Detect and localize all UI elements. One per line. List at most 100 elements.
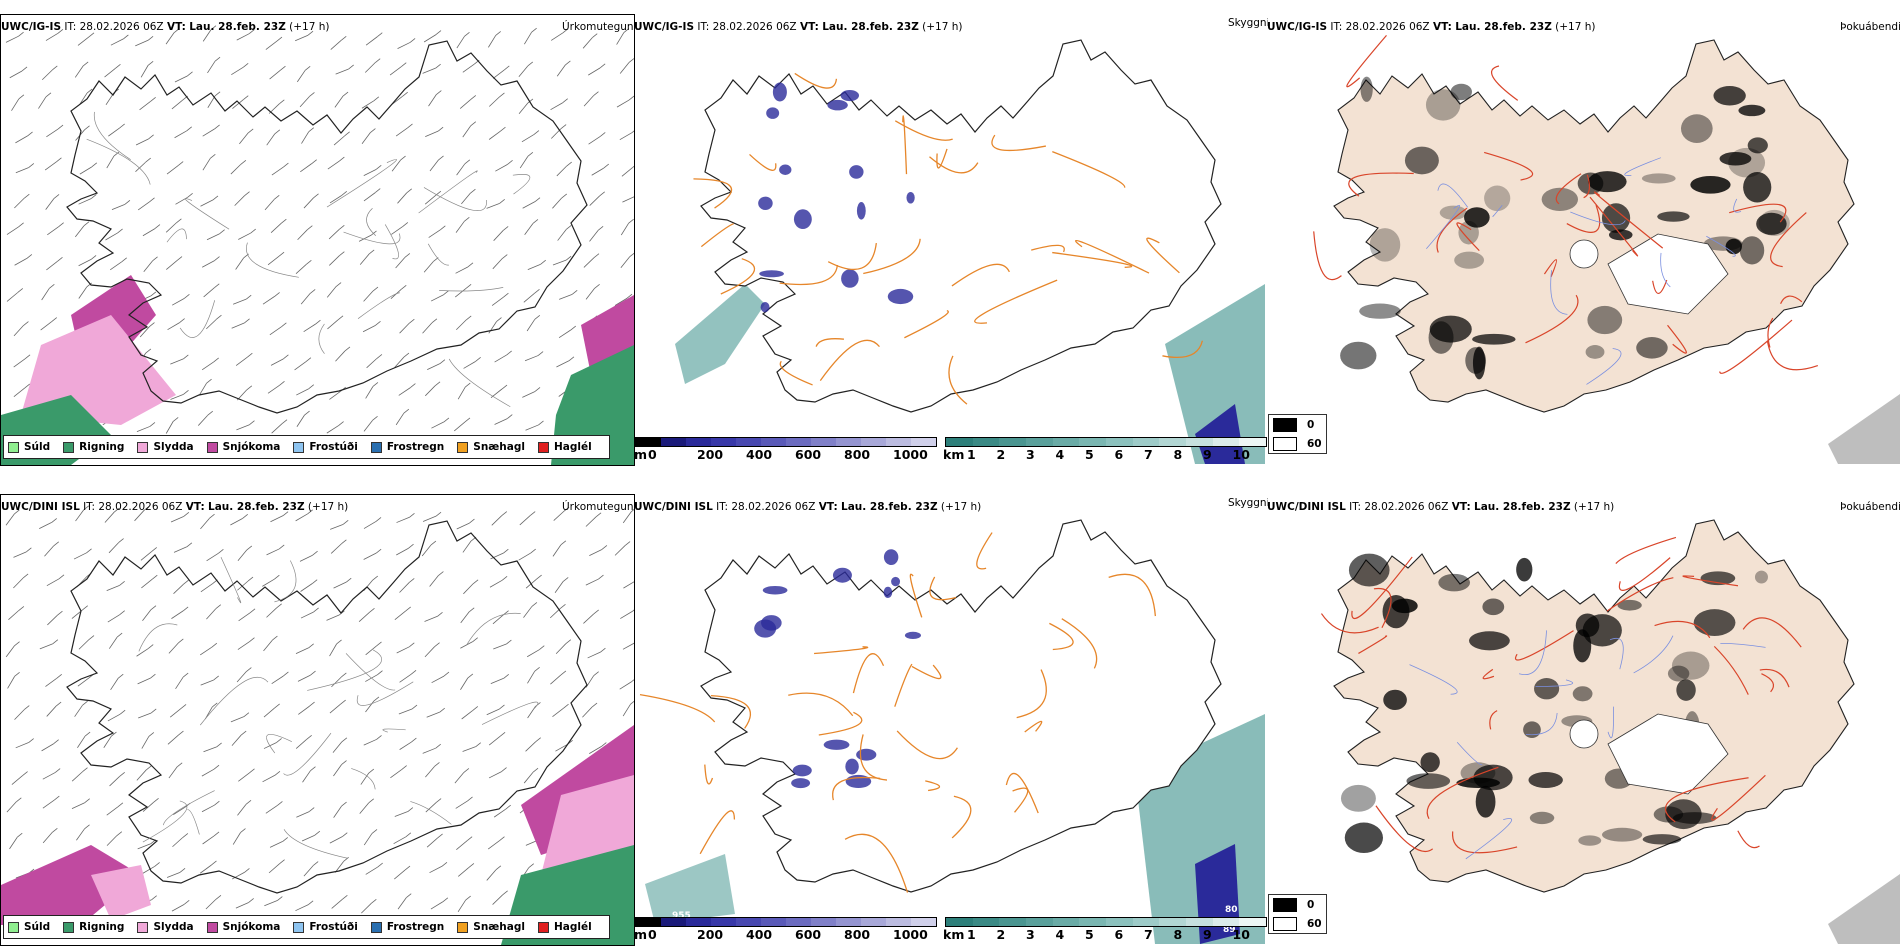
wind-barb-flag <box>84 798 90 804</box>
wind-barb-flag <box>207 410 213 416</box>
wind-barb <box>462 540 472 553</box>
wind-barb <box>40 321 53 331</box>
wind-barb <box>622 642 634 650</box>
precip-legend-swatch <box>137 441 149 453</box>
wind-barb-flag <box>506 350 512 356</box>
wind-barb-flag <box>499 836 505 842</box>
ceiling-tick: 200 <box>697 447 724 462</box>
wind-barb <box>137 843 151 850</box>
wind-barb-flag <box>274 292 280 297</box>
wind-barb <box>589 230 599 242</box>
wind-barb <box>395 127 408 137</box>
fog-legend-label: 0 <box>1307 898 1315 911</box>
fog-patch <box>1473 764 1513 791</box>
wind-barb <box>264 900 278 907</box>
wind-barb-flag <box>341 801 347 807</box>
river <box>1720 642 1766 648</box>
wind-barb <box>330 39 342 50</box>
wind-barb-flag <box>57 257 63 262</box>
wind-barb <box>45 32 59 41</box>
visibility-tick: 9 <box>1203 927 1212 942</box>
road <box>326 159 397 208</box>
wind-barb <box>583 95 594 107</box>
wind-barb-flag <box>307 509 313 515</box>
wind-barb-flag <box>599 63 606 69</box>
precip-legend-item: Súld <box>8 921 50 933</box>
wind-barb-flag <box>499 704 505 710</box>
wind-barb-flag <box>472 637 478 642</box>
wind-barb <box>262 296 275 305</box>
wind-barb <box>230 716 245 723</box>
wind-barb <box>13 551 27 558</box>
wind-barb-flag <box>339 156 345 162</box>
wind-barb <box>168 642 179 654</box>
wind-barb-flag <box>117 802 124 808</box>
low-ceiling-patch <box>766 107 780 119</box>
wind-barb <box>264 199 275 211</box>
wind-barb-flag <box>531 27 537 33</box>
wind-barb-flag <box>400 155 406 161</box>
precip-legend-label: Rigning <box>79 441 125 453</box>
wind-barb-flag <box>527 61 534 67</box>
low-ceiling-patch <box>883 586 893 598</box>
wind-barb <box>14 197 25 209</box>
wind-barb <box>231 734 242 746</box>
wind-barb <box>622 196 634 203</box>
wind-barb <box>587 651 601 659</box>
wind-barb <box>523 771 534 784</box>
wind-barb <box>108 636 118 649</box>
fog-patch <box>1529 811 1555 825</box>
wind-barb <box>550 32 564 41</box>
fog-patch <box>1541 187 1579 212</box>
wind-barb-flag <box>343 857 349 862</box>
road <box>1452 831 1518 854</box>
wind-barb-flag <box>463 768 470 773</box>
precip-legend-swatch <box>137 921 149 933</box>
precip-legend-label: Snjókoma <box>222 921 281 933</box>
fog-patch <box>1739 236 1765 265</box>
ceiling-tick: 200 <box>697 927 724 942</box>
wind-barb-flag <box>213 831 220 837</box>
wind-barb <box>143 260 153 273</box>
ceiling-colorbar <box>635 917 937 927</box>
wind-barb-flag <box>373 96 380 102</box>
wind-barb-flag <box>183 512 190 517</box>
wind-barb-flag <box>344 346 351 352</box>
wind-barb-flag <box>243 712 250 717</box>
road <box>138 623 178 652</box>
wind-barb-flag <box>470 121 477 126</box>
wind-barb <box>201 804 215 813</box>
wind-barb-flag <box>306 259 312 265</box>
road <box>345 653 396 691</box>
road <box>936 148 948 169</box>
wind-barb-flag <box>341 672 347 678</box>
wind-barb <box>7 676 15 689</box>
ceiling-colorbar-cell <box>661 438 686 446</box>
wind-barb-flag <box>148 732 155 737</box>
low-ceiling-patch <box>891 576 901 587</box>
wind-barb-flag <box>470 95 477 100</box>
low-ceiling-area-east <box>1195 404 1245 464</box>
precip-legend-label: Súld <box>24 441 51 453</box>
wind-barb <box>591 167 604 176</box>
wind-barb-flag <box>601 545 608 550</box>
wind-barb <box>42 799 55 809</box>
wind-barb-flag <box>464 216 470 222</box>
wind-barb <box>300 611 314 619</box>
wind-barb <box>296 811 310 818</box>
iceland-coastline <box>66 40 588 414</box>
wind-barb <box>234 195 245 206</box>
wind-barb-flag <box>338 421 344 426</box>
road <box>974 279 1058 324</box>
fog-patch <box>1572 686 1593 702</box>
wind-barb <box>361 132 371 145</box>
wind-barb <box>422 515 437 522</box>
visibility-tick: 4 <box>1055 927 1065 942</box>
road <box>704 764 714 785</box>
wind-barb <box>203 287 215 298</box>
wind-barb <box>583 613 594 624</box>
wind-barb <box>233 298 247 305</box>
wind-barb-flag <box>307 225 313 231</box>
wind-barb <box>200 517 210 530</box>
ceiling-colorbar-cell <box>811 918 836 926</box>
